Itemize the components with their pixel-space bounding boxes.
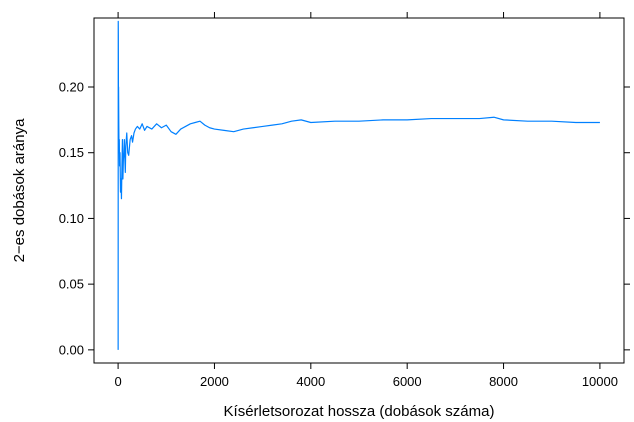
x-tick-label: 2000	[200, 374, 229, 389]
y-tick-label: 0.10	[59, 211, 84, 226]
x-tick-label: 10000	[582, 374, 618, 389]
y-axis-label: 2−es dobások aránya	[11, 118, 28, 263]
y-tick-label: 0.15	[59, 145, 84, 160]
x-tick-label: 8000	[489, 374, 518, 389]
x-axis-label: Kísérletsorozat hossza (dobások száma)	[224, 403, 495, 420]
series-layer	[118, 21, 600, 350]
y-tick-label: 0.00	[59, 342, 84, 357]
x-tick-label: 6000	[393, 374, 422, 389]
axis-ticks	[88, 12, 630, 369]
plot-frame	[94, 18, 624, 363]
series-line	[118, 21, 600, 350]
x-tick-label: 0	[114, 374, 121, 389]
y-tick-label: 0.20	[59, 80, 84, 95]
x-tick-label: 4000	[296, 374, 325, 389]
y-tick-label: 0.05	[59, 277, 84, 292]
